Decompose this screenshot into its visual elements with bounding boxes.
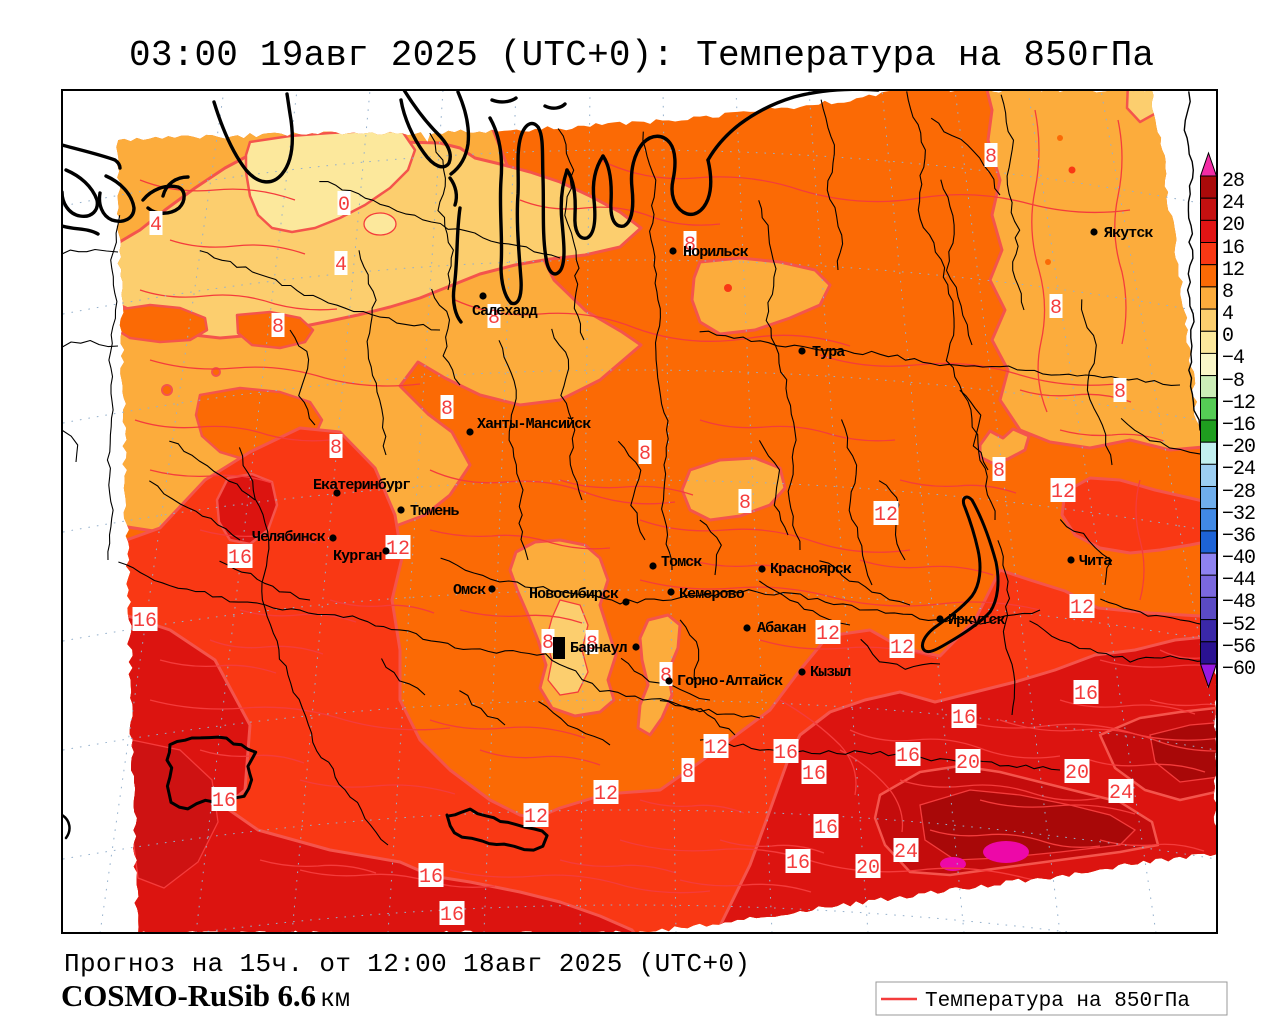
svg-text:8: 8 [993,460,1005,483]
svg-text:16: 16 [802,763,826,786]
svg-text:Тура: Тура [812,344,845,361]
svg-text:16: 16 [419,866,443,889]
svg-text:−32: −32 [1222,503,1255,526]
svg-text:Новосибирск: Новосибирск [529,586,619,603]
svg-text:Красноярск: Красноярск [770,561,852,578]
svg-text:Кызыл: Кызыл [810,664,851,681]
svg-text:24: 24 [1222,192,1244,215]
svg-text:Курган: Курган [333,548,382,565]
svg-text:0: 0 [1222,325,1233,348]
svg-text:12: 12 [874,504,898,527]
svg-text:16: 16 [774,742,798,765]
svg-text:03:00 19авг 2025 (UTC+0): Темп: 03:00 19авг 2025 (UTC+0): Температура на… [129,35,1154,76]
svg-text:Челябинск: Челябинск [252,529,326,546]
svg-text:−52: −52 [1222,614,1255,637]
svg-text:Чита: Чита [1079,553,1112,570]
svg-text:−36: −36 [1222,525,1255,548]
svg-text:12: 12 [1051,481,1075,504]
svg-text:Горно-Алтайск: Горно-Алтайск [677,673,783,690]
svg-text:8: 8 [330,437,342,460]
svg-text:16: 16 [814,817,838,840]
svg-text:Омск: Омск [453,582,486,599]
svg-text:8: 8 [542,632,554,655]
svg-text:8: 8 [1050,297,1062,320]
svg-text:16: 16 [896,745,920,768]
svg-text:Норильск: Норильск [683,244,749,261]
svg-text:24: 24 [894,841,918,864]
svg-text:8: 8 [272,316,284,339]
svg-text:−44: −44 [1222,569,1255,592]
svg-text:4: 4 [335,254,347,277]
svg-text:−40: −40 [1222,547,1255,570]
svg-text:−16: −16 [1222,414,1255,437]
svg-text:16: 16 [212,790,236,813]
svg-text:20: 20 [856,857,880,880]
svg-text:16: 16 [1222,237,1244,260]
svg-text:Иркутск: Иркутск [948,612,1006,629]
svg-text:16: 16 [228,547,252,570]
svg-text:Барнаул: Барнаул [570,640,627,657]
svg-text:Салехард: Салехард [472,303,538,320]
svg-text:4: 4 [150,214,162,237]
svg-text:−48: −48 [1222,591,1255,614]
svg-text:8: 8 [586,633,598,656]
svg-text:8: 8 [1114,381,1126,404]
svg-text:12: 12 [386,538,410,561]
svg-text:8: 8 [985,146,997,169]
svg-text:16: 16 [952,707,976,730]
svg-text:8: 8 [682,761,694,784]
svg-text:−20: −20 [1222,436,1255,459]
svg-text:28: 28 [1222,170,1244,193]
svg-text:COSMO-RuSib 6.6: COSMO-RuSib 6.6 [61,978,316,1013]
svg-text:−56: −56 [1222,636,1255,659]
svg-text:Томск: Томск [661,554,702,571]
svg-text:8: 8 [1222,281,1233,304]
svg-text:Температура на 850гПа: Температура на 850гПа [925,990,1190,1013]
svg-text:Екатеринбург: Екатеринбург [313,477,410,494]
svg-text:16: 16 [1074,683,1098,706]
svg-text:16: 16 [133,610,157,633]
svg-text:12: 12 [594,783,618,806]
svg-text:20: 20 [1065,762,1089,785]
svg-text:12: 12 [1070,597,1094,620]
svg-text:12: 12 [890,637,914,660]
svg-text:12: 12 [816,623,840,646]
svg-text:−24: −24 [1222,458,1255,481]
svg-text:8: 8 [488,307,500,330]
svg-text:24: 24 [1109,782,1133,805]
svg-text:4: 4 [1222,303,1233,326]
svg-text:20: 20 [956,752,980,775]
svg-text:Прогноз на 15ч. от 12:00 18авг: Прогноз на 15ч. от 12:00 18авг 2025 (UTC… [64,949,750,979]
svg-text:Кемерово: Кемерово [679,586,745,603]
svg-text:−60: −60 [1222,658,1255,681]
svg-text:км: км [320,985,350,1014]
svg-text:8: 8 [441,398,453,421]
svg-text:Абакан: Абакан [757,620,806,637]
svg-text:8: 8 [639,443,651,466]
svg-text:20: 20 [1222,214,1244,237]
svg-text:8: 8 [684,234,696,257]
svg-text:Якутск: Якутск [1104,225,1154,242]
svg-text:12: 12 [1222,259,1244,282]
svg-text:8: 8 [739,492,751,515]
svg-text:−8: −8 [1222,370,1244,393]
svg-text:Ханты-Мансийск: Ханты-Мансийск [477,416,591,433]
svg-text:−28: −28 [1222,481,1255,504]
svg-text:12: 12 [524,806,548,829]
svg-text:Тюмень: Тюмень [410,503,460,520]
svg-text:16: 16 [786,852,810,875]
svg-text:16: 16 [440,904,464,927]
svg-text:−4: −4 [1222,347,1244,370]
svg-text:0: 0 [338,194,350,217]
svg-text:−12: −12 [1222,392,1255,415]
svg-text:12: 12 [704,737,728,760]
svg-text:8: 8 [660,665,672,688]
